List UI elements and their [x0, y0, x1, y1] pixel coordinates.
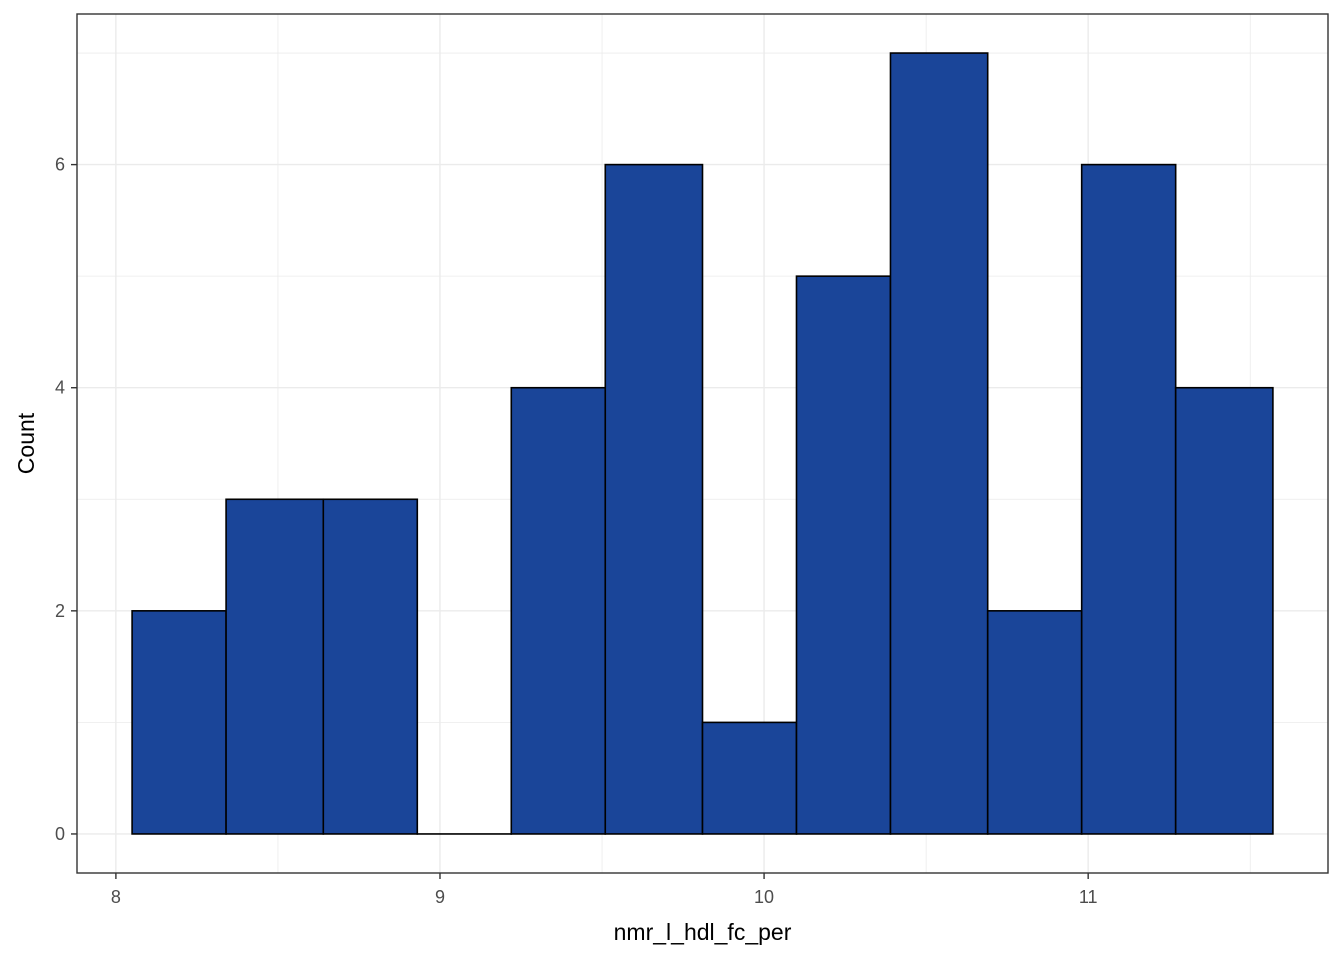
histogram-bar — [604, 163, 704, 835]
histogram-bar — [1080, 163, 1177, 835]
histogram-bar — [1174, 386, 1274, 835]
y-tick-label: 2 — [55, 601, 65, 621]
histogram-bar — [889, 52, 989, 835]
panel-border — [76, 13, 1329, 874]
x-tick-label: 10 — [754, 887, 774, 907]
y-axis-title: Count — [13, 412, 39, 474]
y-tick-label: 0 — [55, 824, 65, 844]
histogram-bar — [225, 498, 325, 835]
y-tick-label: 4 — [55, 378, 65, 398]
y-axis: 0 2 4 6 — [55, 155, 77, 844]
histogram-bar — [131, 610, 227, 835]
histogram-bar — [322, 498, 419, 835]
histogram-bar — [510, 386, 607, 835]
histogram-bar — [701, 721, 798, 835]
x-tick-label: 8 — [111, 887, 121, 907]
histogram-bars — [131, 52, 1274, 835]
x-tick-label: 9 — [435, 887, 445, 907]
x-tick-label: 11 — [1079, 887, 1098, 907]
x-axis-title: nmr_l_hdl_fc_per — [614, 919, 792, 945]
histogram-bar — [795, 275, 892, 835]
histogram-bar — [986, 610, 1083, 835]
x-axis: 8 9 10 11 — [111, 873, 1098, 907]
y-tick-label: 6 — [55, 155, 65, 175]
